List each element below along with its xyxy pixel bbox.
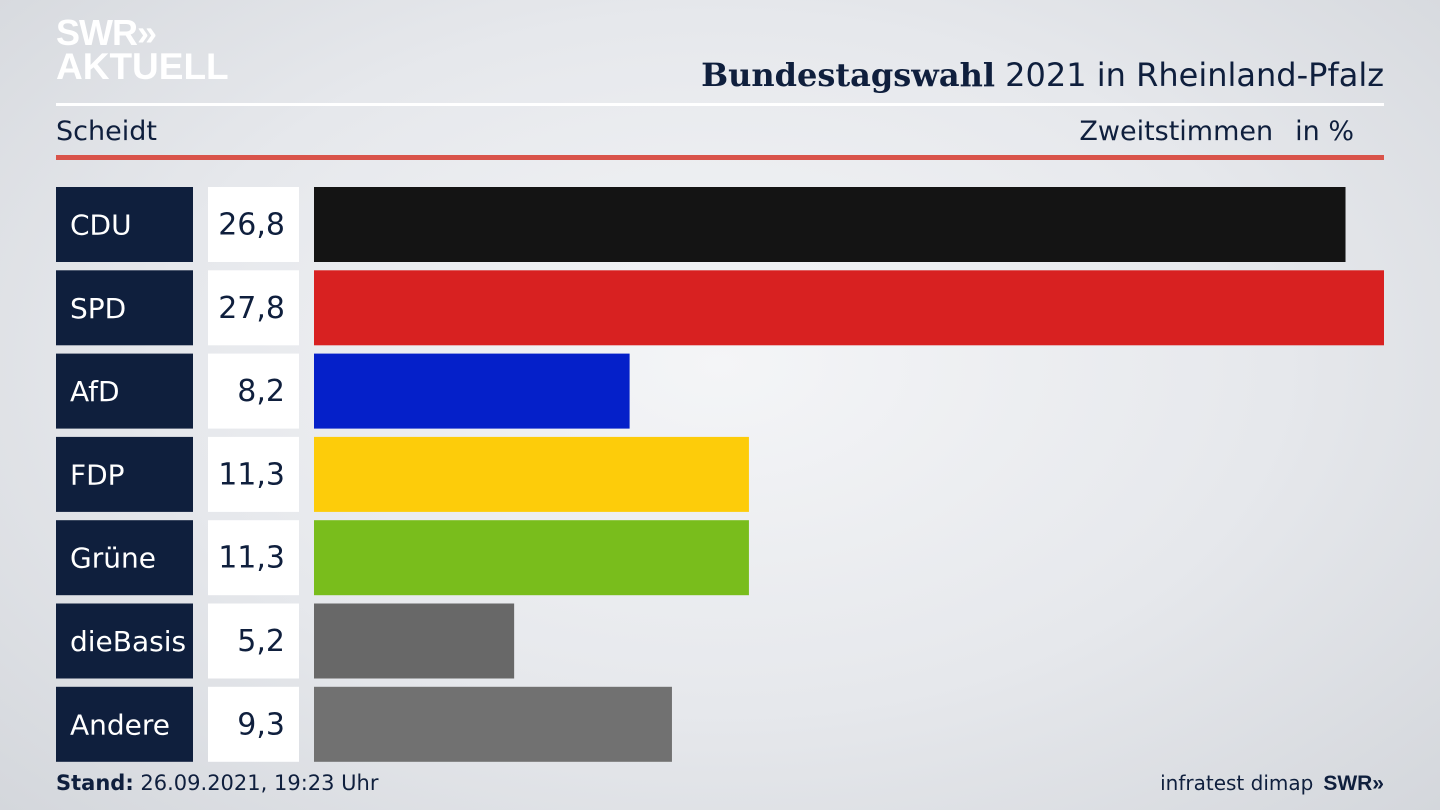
measure-label: Zweitstimmen in % [1079,116,1354,147]
bar [314,520,749,596]
source-credit: infratest dimap SWR» [1160,771,1384,796]
value-label: 11,3 [218,541,285,576]
bar [314,270,1384,346]
measure-unit: in % [1295,116,1354,147]
constituency-label: Scheidt [56,116,157,147]
swr-footer-logo: SWR» [1323,772,1384,795]
bar [314,603,515,679]
bar [314,353,630,429]
party-label: AfD [70,375,120,408]
party-label: Grüne [70,542,156,575]
logo-line-1: SWR» [56,12,157,53]
value-label: 27,8 [218,291,285,326]
value-box [208,686,299,762]
value-label: 5,2 [237,624,285,659]
value-box [208,187,299,262]
value-label: 8,2 [237,374,285,409]
party-label-box [56,520,193,596]
bar [314,187,1346,262]
value-box [208,270,299,346]
timestamp-value: 26.09.2021, 19:23 Uhr [133,771,379,795]
party-label-box [56,436,193,512]
party-label: Andere [70,708,170,741]
logo-line-2: AKTUELL [56,46,229,87]
value-box [208,520,299,596]
header-divider [56,103,1384,106]
page-title: Bundestagswahl 2021 in Rheinland-Pfalz [701,56,1384,94]
value-box [208,603,299,679]
party-label-box [56,603,193,679]
party-label: FDP [70,458,125,491]
source-name: infratest dimap [1160,771,1314,795]
bar [314,686,672,762]
party-label: dieBasis [70,625,186,658]
party-label: SPD [70,292,126,325]
measure-name: Zweitstimmen [1079,116,1274,147]
timestamp: Stand: 26.09.2021, 19:23 Uhr [56,771,379,795]
party-label-box [56,270,193,346]
title-rest: 2021 in Rheinland-Pfalz [995,56,1384,94]
value-box [208,353,299,429]
party-label: CDU [70,209,132,242]
swr-aktuell-logo: SWR» AKTUELL [56,12,229,87]
title-bold: Bundestagswahl [701,56,995,94]
value-label: 11,3 [218,457,285,492]
timestamp-label: Stand: [56,771,134,795]
party-label-box [56,686,193,762]
bar [314,436,749,512]
value-label: 26,8 [218,208,285,243]
party-label-box [56,187,193,262]
accent-divider [56,155,1384,160]
value-box [208,436,299,512]
party-label-box [56,353,193,429]
value-label: 9,3 [237,707,285,742]
